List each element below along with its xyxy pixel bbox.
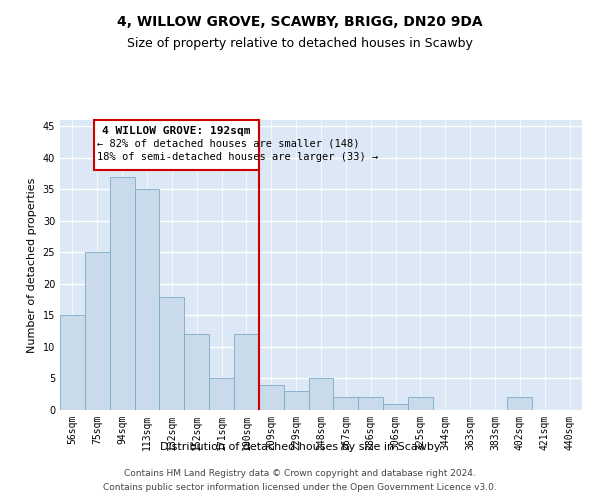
Text: 18% of semi-detached houses are larger (33) →: 18% of semi-detached houses are larger (… — [97, 152, 379, 162]
Text: 4, WILLOW GROVE, SCAWBY, BRIGG, DN20 9DA: 4, WILLOW GROVE, SCAWBY, BRIGG, DN20 9DA — [117, 15, 483, 29]
Text: Size of property relative to detached houses in Scawby: Size of property relative to detached ho… — [127, 38, 473, 51]
Bar — [508, 398, 532, 410]
Bar — [184, 334, 209, 410]
Bar — [209, 378, 234, 410]
Text: Contains HM Land Registry data © Crown copyright and database right 2024.: Contains HM Land Registry data © Crown c… — [124, 468, 476, 477]
Y-axis label: Number of detached properties: Number of detached properties — [27, 178, 37, 352]
Text: Distribution of detached houses by size in Scawby: Distribution of detached houses by size … — [160, 442, 440, 452]
Bar — [358, 398, 383, 410]
Bar — [308, 378, 334, 410]
Bar — [408, 398, 433, 410]
Bar — [110, 176, 134, 410]
Bar — [85, 252, 110, 410]
Bar — [383, 404, 408, 410]
FancyBboxPatch shape — [94, 120, 259, 170]
Bar — [234, 334, 259, 410]
Bar — [259, 385, 284, 410]
Bar — [60, 316, 85, 410]
Bar — [134, 190, 160, 410]
Text: 4 WILLOW GROVE: 192sqm: 4 WILLOW GROVE: 192sqm — [102, 126, 250, 136]
Text: Contains public sector information licensed under the Open Government Licence v3: Contains public sector information licen… — [103, 484, 497, 492]
Text: ← 82% of detached houses are smaller (148): ← 82% of detached houses are smaller (14… — [97, 139, 360, 149]
Bar — [284, 391, 308, 410]
Bar — [334, 398, 358, 410]
Bar — [160, 296, 184, 410]
